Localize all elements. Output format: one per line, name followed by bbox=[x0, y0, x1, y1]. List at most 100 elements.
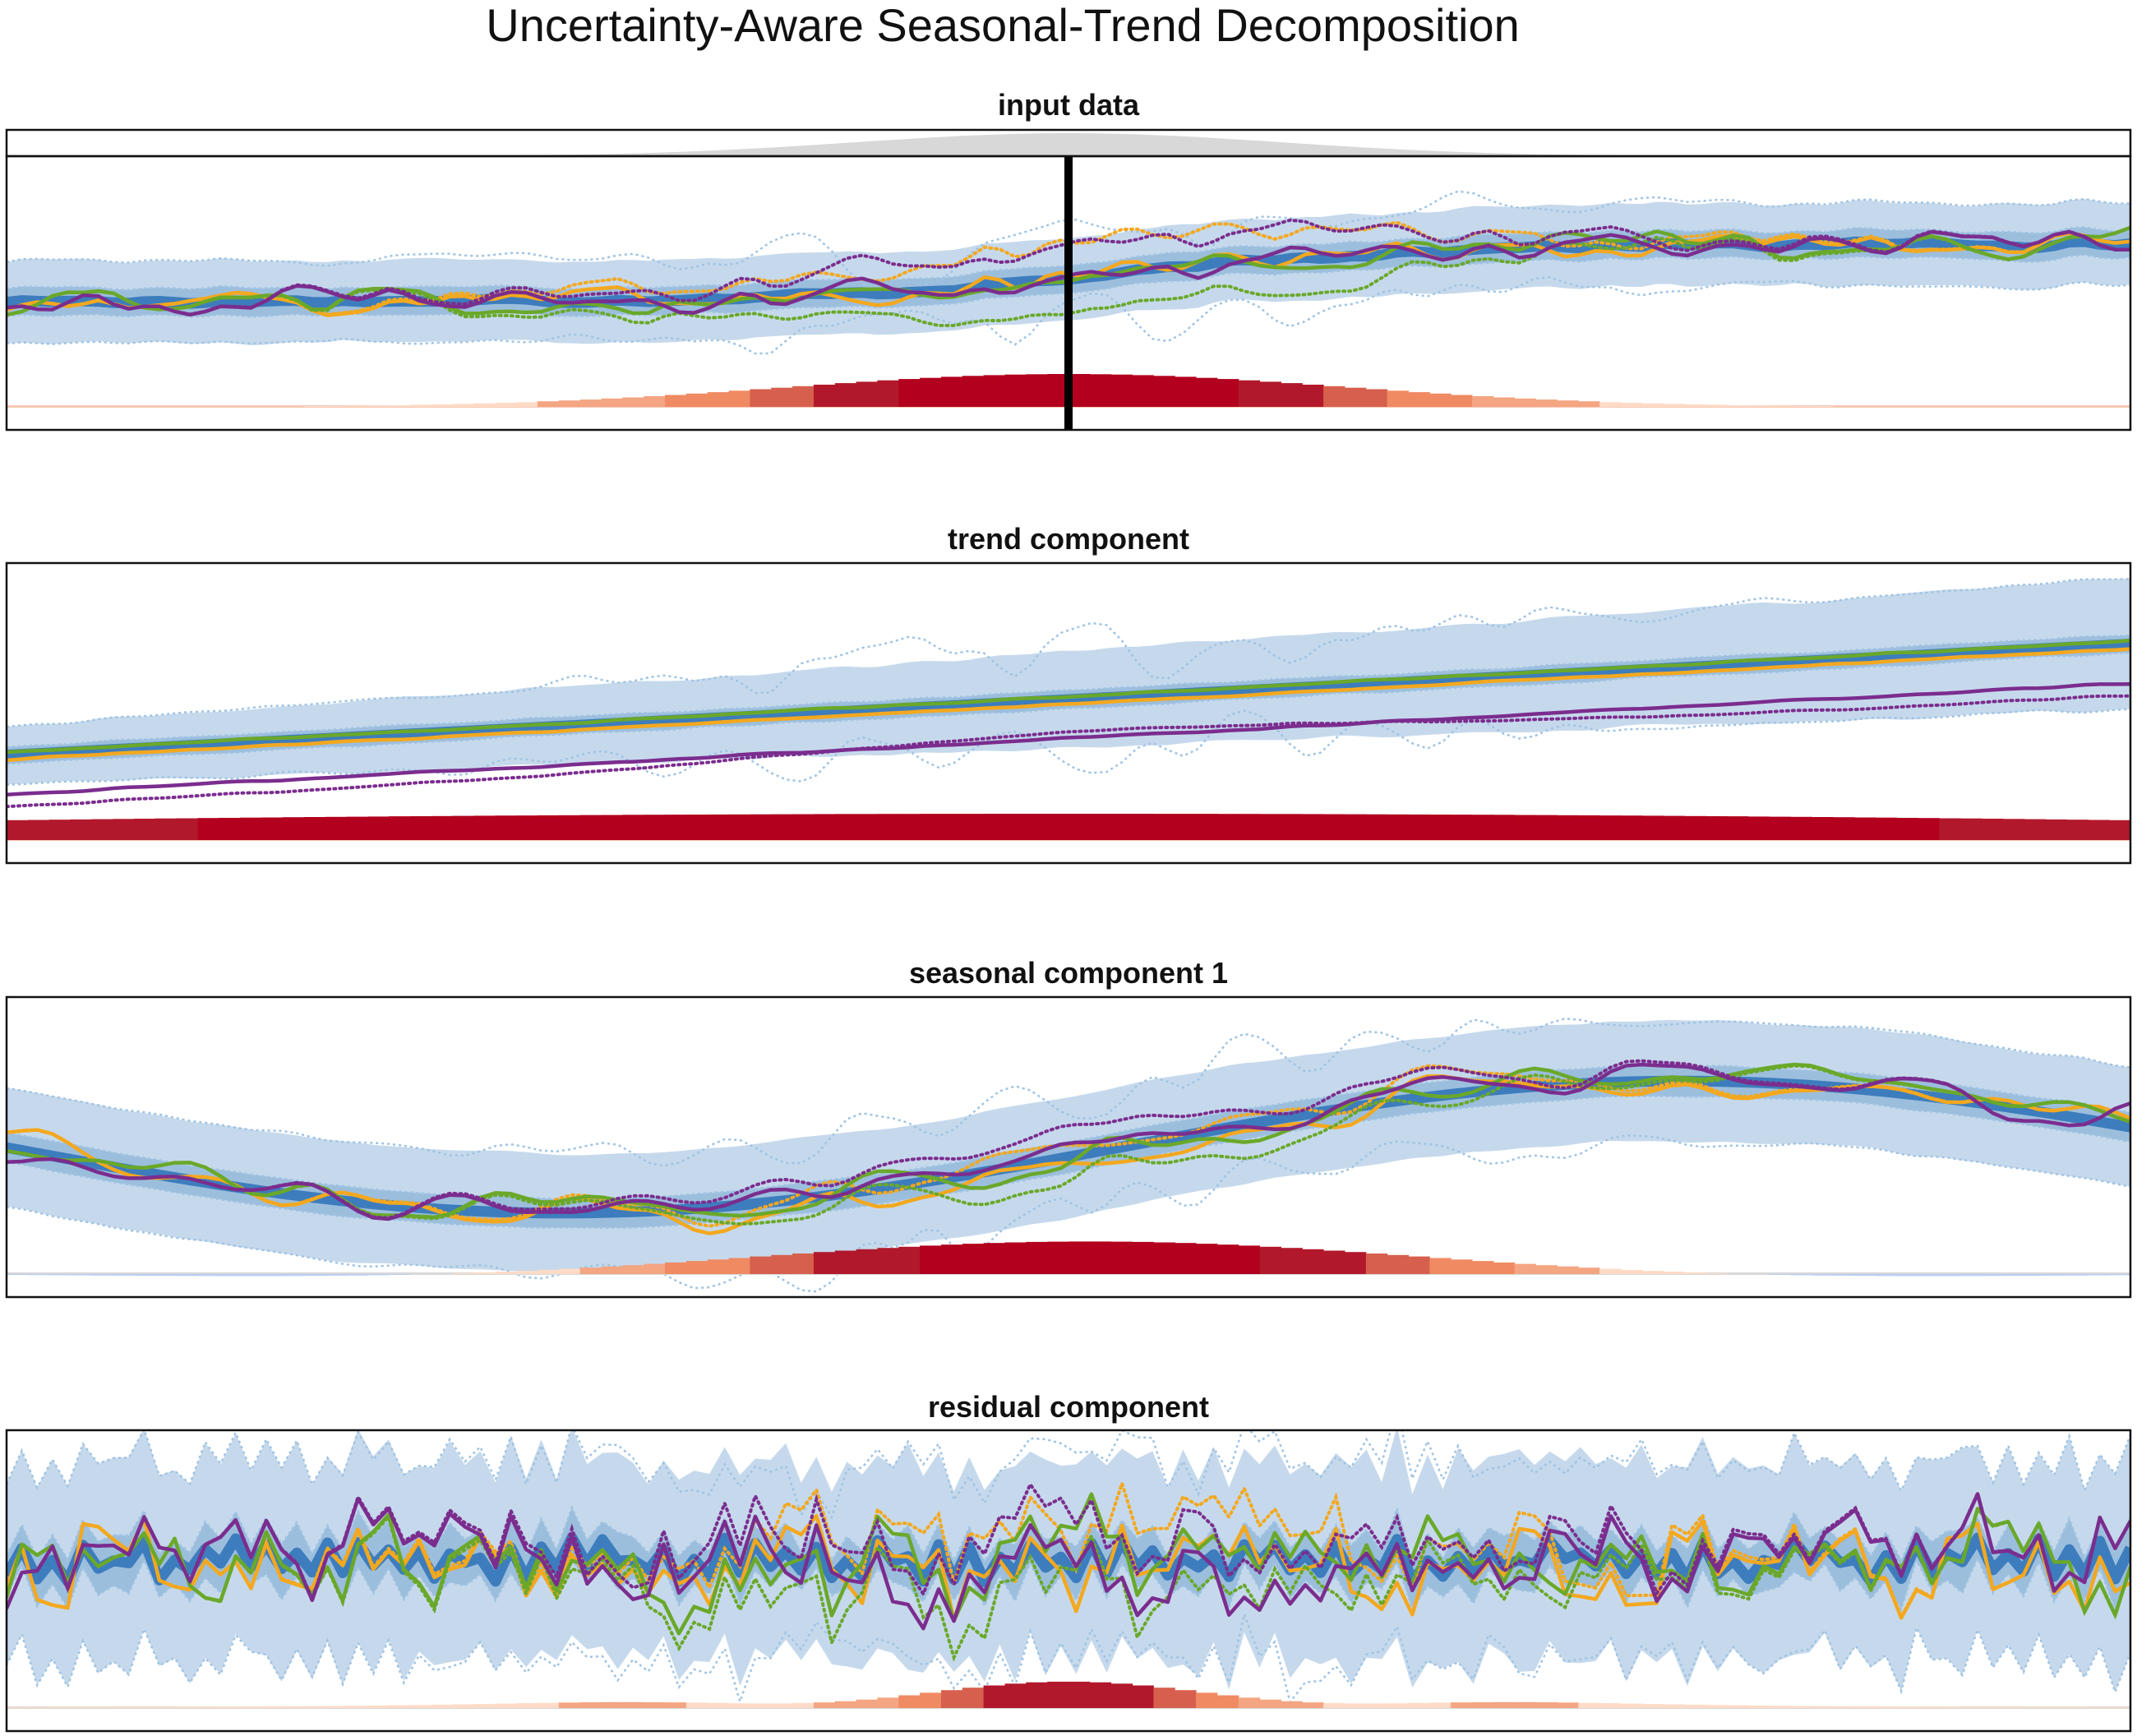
input-data-sensitivity-bar bbox=[1132, 375, 1154, 407]
panel-title-input-data: input data bbox=[998, 88, 1140, 122]
trend-component-band-edge-inner-upper bbox=[7, 634, 2130, 748]
seasonal-component-1-sensitivity-bar bbox=[1004, 1242, 1027, 1274]
trend-component-sensitivity-bar bbox=[665, 815, 687, 840]
seasonal-component-1-sensitivity-bar bbox=[155, 1274, 178, 1277]
trend-component-sensitivity-bar bbox=[1175, 814, 1197, 840]
seasonal-component-1-sensitivity-bar bbox=[495, 1272, 517, 1274]
trend-component-band-edge-upper bbox=[7, 578, 2130, 728]
input-data-sensitivity-bar bbox=[1153, 376, 1175, 407]
trend-component-sensitivity-bar bbox=[1344, 814, 1367, 840]
trend-component-sensitivity-bar bbox=[1620, 815, 1643, 840]
residual-component-sensitivity-bar bbox=[856, 1699, 878, 1708]
trend-component-sensitivity-bar bbox=[962, 814, 985, 840]
residual-component-sensitivity-bar bbox=[1004, 1683, 1027, 1708]
input-data-sensitivity-bar bbox=[452, 404, 474, 407]
residual-component-sensitivity-bar bbox=[1175, 1690, 1197, 1708]
input-data-sensitivity-bar bbox=[1259, 381, 1281, 407]
residual-component-sensitivity-bar bbox=[579, 1702, 602, 1708]
seasonal-component-1-sensitivity-bar bbox=[856, 1249, 878, 1274]
trend-component-sensitivity-bar bbox=[728, 814, 750, 840]
residual-component-sensitivity-bar bbox=[431, 1704, 454, 1708]
trend-component-sensitivity-bar bbox=[1110, 814, 1133, 840]
residual-component-sensitivity-bar bbox=[1238, 1697, 1261, 1708]
seasonal-component-1-sensitivity-bar bbox=[452, 1273, 474, 1274]
seasonal-component-1-sensitivity-bar bbox=[1259, 1246, 1281, 1274]
seasonal-component-1-sensitivity-bar bbox=[1281, 1248, 1303, 1274]
residual-component-sensitivity-bar bbox=[1259, 1699, 1281, 1708]
trend-component-sensitivity-bar bbox=[685, 815, 708, 840]
trend-component-sensitivity-bar bbox=[1641, 815, 1664, 840]
trend-component-sensitivity-bar bbox=[920, 814, 942, 840]
residual-component-frame bbox=[5, 1429, 2132, 1733]
input-data-sensitivity-bar bbox=[665, 395, 687, 407]
residual-component-sensitivity-bar bbox=[1812, 1706, 1834, 1708]
input-data-sensitivity-bar bbox=[601, 398, 623, 407]
residual-component-sensitivity-bar bbox=[1493, 1701, 1516, 1708]
seasonal-component-1-sensitivity-bar bbox=[1365, 1254, 1388, 1274]
residual-component-sensitivity-bar bbox=[1047, 1681, 1069, 1708]
residual-component-sensitivity-bar bbox=[622, 1701, 644, 1708]
input-data-sensitivity-bar bbox=[920, 377, 942, 407]
residual-component-sensitivity-bar bbox=[898, 1695, 921, 1708]
seasonal-component-1-sensitivity-bar bbox=[1875, 1274, 1898, 1277]
seasonal-component-1-sensitivity-bar bbox=[261, 1274, 284, 1277]
seasonal-component-1-sensitivity-bar bbox=[1620, 1269, 1643, 1274]
seasonal-component-1-sensitivity-bar bbox=[197, 1274, 219, 1277]
input-data-sensitivity-bar bbox=[1663, 404, 1685, 407]
residual-component-sensitivity-bar bbox=[983, 1685, 1005, 1708]
residual-component-sensitivity-bar bbox=[1854, 1706, 1876, 1708]
seasonal-component-1-sensitivity-bar bbox=[1578, 1267, 1600, 1274]
panel-title-trend-component: trend component bbox=[948, 522, 1189, 556]
input-data-sensitivity-bar bbox=[1365, 389, 1388, 407]
input-data-sensitivity-bar bbox=[750, 389, 772, 407]
trend-component-sensitivity-bar bbox=[707, 814, 730, 840]
residual-component-sensitivity-bar bbox=[1875, 1706, 1898, 1708]
seasonal-component-1-sensitivity-bar bbox=[346, 1274, 368, 1276]
trend-component-sensitivity-bar bbox=[750, 814, 772, 840]
trend-component-sensitivity-bar bbox=[516, 815, 538, 840]
trend-component-sensitivity-bar bbox=[1302, 814, 1324, 840]
trend-component-sensitivity-bar bbox=[282, 817, 305, 840]
trend-component-sensitivity-bar bbox=[1216, 814, 1239, 840]
seasonal-component-1-sensitivity-bar bbox=[7, 1274, 29, 1276]
trend-component-sensitivity-bar bbox=[7, 820, 29, 840]
residual-component-sensitivity-bar bbox=[261, 1706, 284, 1708]
residual-component-sensitivity-bar bbox=[1599, 1703, 1622, 1708]
seasonal-component-1-sensitivity-bar bbox=[1769, 1274, 1792, 1275]
seasonal-component-1-sensitivity-bar bbox=[1705, 1273, 1728, 1274]
residual-component-sensitivity-bar bbox=[1408, 1702, 1430, 1708]
residual-component-sensitivity-bar bbox=[452, 1704, 474, 1708]
trend-component-sensitivity-bar bbox=[155, 818, 178, 840]
residual-component-sensitivity-bar bbox=[1727, 1705, 1749, 1708]
input-data-sensitivity-bar bbox=[1344, 387, 1367, 407]
residual-component-sample-purple bbox=[7, 1492, 2130, 1631]
input-data-sensitivity-bar bbox=[813, 385, 836, 407]
seasonal-component-1-sensitivity-bar bbox=[1833, 1274, 1855, 1276]
trend-component-sensitivity-bar bbox=[1875, 817, 1898, 840]
trend-component-sensitivity-bar bbox=[2109, 820, 2130, 840]
residual-component-sensitivity-bar bbox=[920, 1692, 942, 1708]
residual-component-sensitivity-bar bbox=[1705, 1705, 1728, 1708]
residual-component-sensitivity-bar bbox=[1365, 1703, 1388, 1708]
residual-component-sensitivity-bar bbox=[1535, 1702, 1558, 1708]
residual-component-sensitivity-bar bbox=[1302, 1702, 1324, 1708]
trend-component-sensitivity-bar bbox=[1196, 814, 1218, 840]
input-data-sensitivity-bar bbox=[1705, 404, 1728, 407]
residual-component-sensitivity-bar bbox=[1089, 1682, 1112, 1708]
seasonal-component-1-sensitivity-bar bbox=[558, 1268, 581, 1274]
residual-component-sensitivity-bar bbox=[1620, 1703, 1643, 1708]
seasonal-component-1-sensitivity-bar bbox=[1812, 1274, 1834, 1276]
residual-component-sensitivity-bar bbox=[2024, 1706, 2047, 1708]
input-data-sensitivity-bar bbox=[834, 383, 857, 407]
seasonal-component-1-plot bbox=[5, 995, 2132, 1299]
trend-component-frame bbox=[5, 561, 2132, 865]
residual-component-sensitivity-bar bbox=[2109, 1706, 2130, 1708]
seasonal-component-1-sensitivity-bar bbox=[1663, 1272, 1685, 1274]
seasonal-component-1-sensitivity-bar bbox=[134, 1274, 156, 1277]
seasonal-component-1-sensitivity-bar bbox=[750, 1256, 772, 1274]
trend-component-sensitivity-bar bbox=[134, 819, 156, 840]
residual-component-sensitivity-bar bbox=[1960, 1706, 1982, 1708]
trend-component-sample-purple-perturbed bbox=[7, 694, 2130, 809]
seasonal-component-1-sensitivity-bar bbox=[1323, 1250, 1345, 1274]
